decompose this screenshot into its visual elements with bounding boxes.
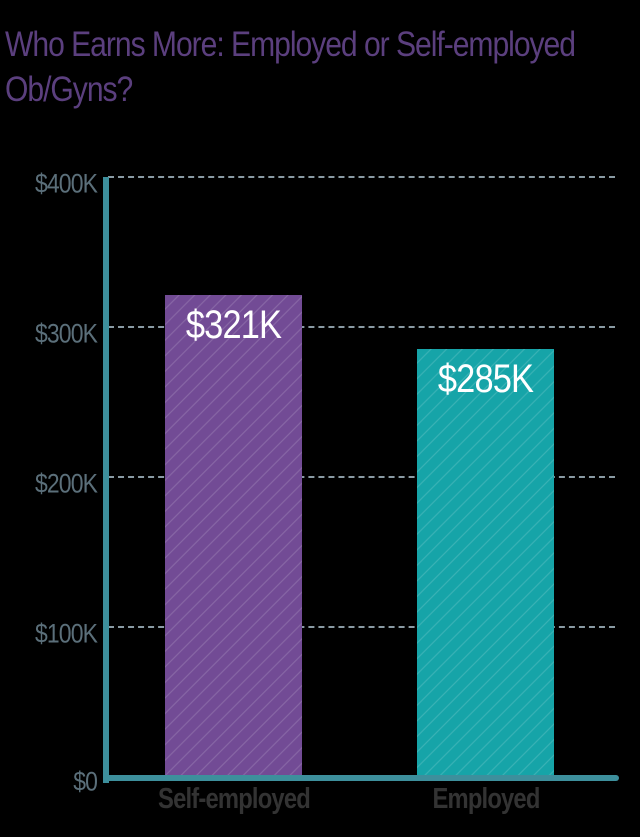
- bar-self-employed: $321K: [165, 295, 302, 777]
- bar-value-label: $321K: [185, 303, 282, 347]
- y-tick-200k: $200K: [34, 468, 98, 499]
- gridline-400k: [108, 176, 615, 178]
- y-tick-400k: $400K: [34, 168, 98, 199]
- x-axis-line: [103, 775, 619, 781]
- y-tick-300k: $300K: [34, 318, 98, 349]
- x-label-self-employed: Self-employed: [158, 783, 311, 815]
- gridline-300k: [108, 326, 615, 328]
- y-axis-line: [103, 177, 109, 783]
- y-tick-100k: $100K: [34, 618, 98, 649]
- y-tick-0: $0: [73, 766, 98, 797]
- gridline-200k: [108, 476, 615, 478]
- gridline-100k: [108, 626, 615, 628]
- bar-employed: $285K: [417, 349, 554, 777]
- bar-value-label: $285K: [437, 357, 534, 401]
- chart-title: Who Earns More: Employed or Self-employe…: [5, 25, 576, 109]
- x-label-employed: Employed: [432, 783, 540, 815]
